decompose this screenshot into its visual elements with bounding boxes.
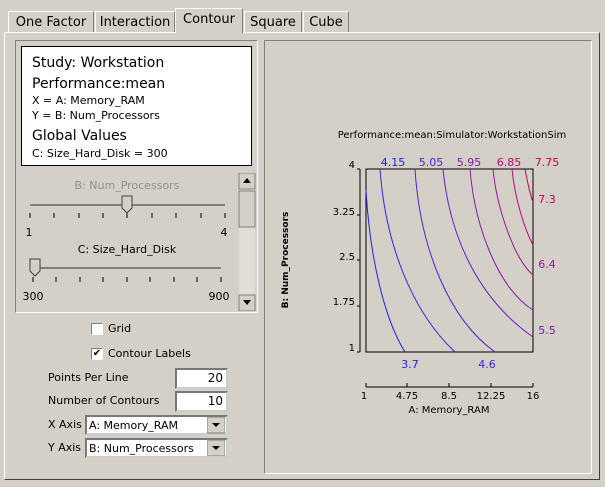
contour-label: 6.4: [538, 258, 556, 271]
left-group: [15, 40, 258, 313]
slider-thumb[interactable]: [29, 258, 41, 277]
y-tick-label: 4: [349, 160, 355, 171]
info-text: Y = B: Num_Processors: [32, 109, 160, 122]
combo-box[interactable]: A: Memory_RAM: [85, 415, 228, 435]
info-text: Performance:mean: [32, 76, 166, 92]
checkbox-checked[interactable]: ✔: [91, 348, 103, 360]
contour-label: 4.15: [381, 156, 406, 169]
info-text: Study: Workstation: [32, 55, 165, 71]
arrow: [243, 300, 251, 305]
tab[interactable]: Interaction: [95, 11, 175, 32]
info-box: Study: Workstation Performance:mean X = …: [21, 46, 252, 166]
x-tick-label: 12.25: [477, 391, 506, 402]
arrow: [212, 446, 220, 450]
tab[interactable]: One Factor: [8, 11, 94, 32]
x-tick-label: 1: [361, 391, 367, 402]
field-label: Points Per Line: [48, 371, 129, 384]
contour-label: 6.85: [497, 156, 522, 169]
contour-label: 7.75: [535, 156, 560, 169]
text-input[interactable]: 20: [175, 368, 228, 389]
slider-min: 1: [26, 226, 33, 239]
info-text: Global Values: [32, 128, 127, 144]
x-axis: [365, 383, 534, 388]
field-label: Y Axis: [48, 441, 82, 454]
contour-line: [524, 168, 534, 203]
slider-ticks: [29, 213, 226, 218]
plot-frame: [365, 168, 534, 353]
scroll-thumb[interactable]: [238, 190, 256, 228]
x-tick-label: 4.75: [396, 391, 418, 402]
plot-panel: [264, 40, 592, 474]
y-tick-label: 1.75: [333, 297, 355, 308]
slider-area: B: Num_Processors 1 4 C: Size_Hard_Disk …: [23, 173, 256, 311]
slider-max: 4: [221, 226, 228, 239]
contour-lines: [365, 168, 534, 353]
info-text: C: Size_Hard_Disk = 300: [32, 147, 168, 160]
contour-line: [379, 168, 456, 353]
x-tick-label: 16: [527, 391, 540, 402]
x-tick-label: 8.5: [441, 391, 457, 402]
contour-label: 3.7: [401, 358, 419, 371]
field-label: Number of Contours: [48, 394, 160, 407]
tab-selected[interactable]: Contour: [175, 8, 243, 33]
y-axis: [357, 168, 361, 353]
checkbox-label: Contour Labels: [108, 347, 191, 360]
contour-line: [469, 168, 534, 311]
contour-plot: Performance:mean:Simulator:WorkstationSi…: [281, 130, 567, 416]
arrow: [212, 423, 220, 427]
slider-label: C: Size_Hard_Disk: [78, 243, 177, 256]
contour-line: [365, 189, 406, 353]
tab[interactable]: Square: [244, 11, 302, 32]
slider-thumb[interactable]: [121, 195, 133, 214]
plot-title: Performance:mean:Simulator:WorkstationSi…: [338, 130, 567, 141]
y-tick-label: 2.5: [339, 252, 355, 263]
field-label: X Axis: [48, 418, 82, 431]
slider-min: 300: [23, 290, 44, 303]
contour-label: 5.5: [538, 324, 556, 337]
contour-line: [442, 168, 534, 338]
y-tick-label: 3.25: [333, 207, 355, 218]
x-axis-label: A: Memory_RAM: [409, 405, 490, 416]
y-tick-label: 1: [349, 343, 355, 354]
contour-line: [414, 168, 496, 353]
contour-line: [492, 168, 534, 276]
combo-buttons[interactable]: [207, 417, 225, 456]
slider-max: 900: [209, 290, 230, 303]
y-axis-label: B: Num_Processors: [281, 212, 291, 309]
slider-label: B: Num_Processors: [75, 179, 180, 192]
contour-label: 5.95: [457, 156, 482, 169]
contour-label: 7.3: [538, 193, 556, 206]
combo-box[interactable]: B: Num_Processors: [85, 438, 228, 458]
checkbox-label: Grid: [108, 322, 132, 335]
arrow: [243, 178, 251, 183]
tab[interactable]: Cube: [303, 11, 349, 32]
contour-line: [511, 168, 534, 246]
contour-label: 4.6: [478, 358, 496, 371]
info-text: X = A: Memory_RAM: [32, 94, 145, 107]
slider-ticks: [32, 277, 222, 282]
contour-label: 5.05: [419, 156, 444, 169]
text-input[interactable]: 10: [175, 391, 228, 412]
checkbox[interactable]: [91, 323, 103, 335]
tab-panel: [4, 32, 600, 480]
